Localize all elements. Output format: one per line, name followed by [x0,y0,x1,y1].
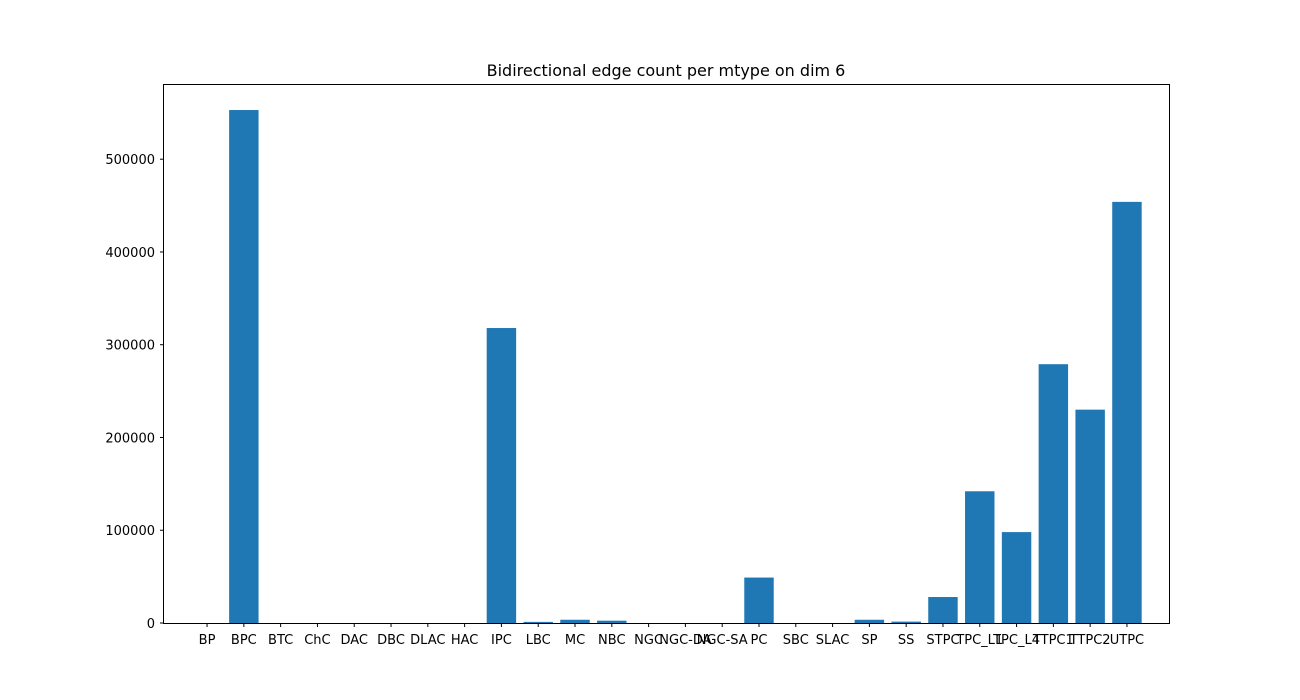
y-tick-label: 300000 [105,339,155,354]
x-tick-label: IPC [491,633,512,648]
chart-title: Bidirectional edge count per mtype on di… [487,61,846,80]
x-tick-label: LBC [526,633,551,648]
bars-group [229,110,1142,624]
x-tick-label: NGC [634,633,663,648]
x-tick-label: STPC [926,633,959,648]
bar-sp [854,619,885,623]
x-tick-label: BPC [231,633,257,648]
x-tick-label: BTC [268,633,293,648]
bar-ipc [486,328,517,623]
x-tick-label: NBC [598,633,626,648]
bar-ss [891,621,921,623]
x-tick-label: NGC-DA [659,633,711,648]
x-tick-label: SBC [783,633,809,648]
x-tick-label: MC [565,633,585,648]
x-tick-label: DLAC [410,633,445,648]
y-tick-label: 200000 [105,431,155,446]
x-tick-label: HAC [451,633,479,648]
x-tick-label: SS [898,633,915,648]
x-tick-label: PC [751,633,768,648]
bar-nbc [597,620,627,623]
y-tick-label: 0 [147,617,155,632]
bar-tpc-l1 [965,491,995,623]
x-tick-label: TPC_L1 [955,633,1003,648]
x-tick-label: SP [861,633,877,648]
x-tick-label: SLAC [816,633,850,648]
bar-stpc [928,597,958,623]
x-tick-label: TPC_L4 [992,633,1040,648]
x-tick-label: ChC [304,633,330,648]
bar-ttpc1 [1038,364,1069,623]
bar-mc [560,619,590,623]
axes-frame [163,84,1170,624]
y-axis-ticks: 0 100000 200000 300000 400000 500000 [105,153,164,632]
x-tick-label: NGC-SA [697,633,748,648]
bar-utpc [1112,201,1142,623]
x-tick-label: DBC [377,633,405,648]
x-tick-label: TTPC2 [1069,633,1111,648]
x-tick-label: UTPC [1110,633,1144,648]
y-tick-label: 100000 [105,524,155,539]
bar-tpc-l4 [1001,532,1032,623]
x-axis-ticks: BP BPC BTC ChC DAC DBC DLAC HAC IPC LBC MC NBC NGCNG… [199,623,1144,648]
bar-pc [744,577,774,623]
x-tick-label: TTPC1 [1032,633,1074,648]
y-tick-label: 500000 [105,153,155,168]
y-tick-label: 400000 [105,246,155,261]
bar-lbc [523,621,553,623]
x-tick-label: DAC [340,633,368,648]
bar-bpc [229,110,259,624]
x-tick-label: BP [199,633,216,648]
bar-ttpc2 [1075,409,1105,623]
